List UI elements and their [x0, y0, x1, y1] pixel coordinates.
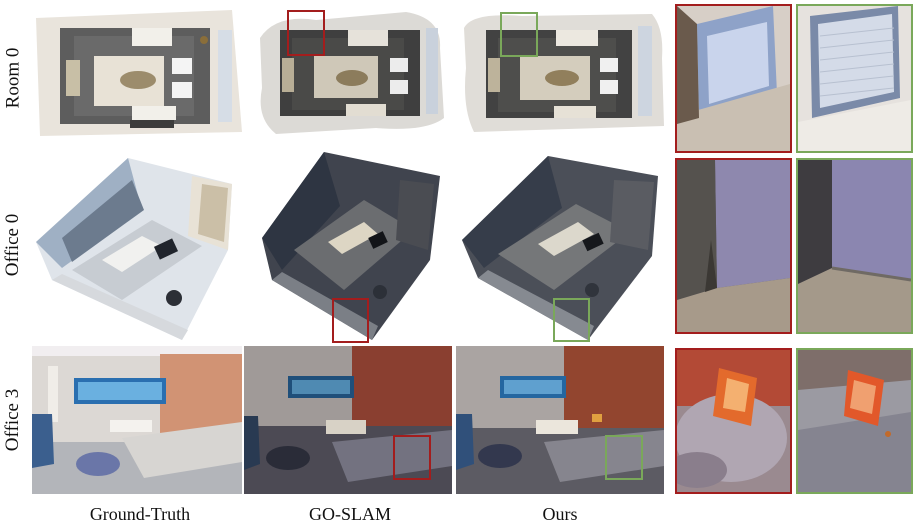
room0-goslam-zoom [675, 4, 792, 153]
office3-goslam-highlight-box [393, 435, 431, 480]
office0-goslam-zoom [675, 158, 792, 334]
office0-ground-truth-render [32, 150, 244, 342]
row-label-text: Room 0 [2, 47, 24, 108]
office3-ours-highlight-box [605, 435, 643, 480]
office0-goslam-highlight-box [332, 298, 369, 343]
office0-ours-zoom [796, 158, 913, 334]
office3-ours-render [456, 346, 664, 494]
room0-goslam-highlight-box [287, 10, 325, 56]
office0-ours-render [458, 150, 664, 342]
office3-goslam-zoom [675, 348, 792, 494]
room0-goslam-render [256, 8, 446, 136]
column-label-ours: Ours [542, 504, 578, 524]
row-label-room0: Room 0 [0, 10, 26, 145]
room0-ours-zoom [796, 4, 913, 153]
row-label-office0: Office 0 [0, 150, 26, 340]
office3-goslam-render [244, 346, 452, 494]
row-label-text: Office 0 [2, 213, 23, 277]
office0-goslam-render [254, 150, 446, 342]
room0-ours-highlight-box [500, 12, 538, 57]
row-label-text: Office 3 [2, 388, 23, 452]
room0-ground-truth-render [34, 6, 244, 138]
office0-ours-highlight-box [553, 298, 590, 342]
office3-ours-zoom [796, 348, 913, 494]
column-label-goslam: GO-SLAM [308, 504, 391, 524]
column-label-ground-truth: Ground-Truth [89, 504, 191, 524]
room0-ours-render [462, 8, 666, 136]
office3-ground-truth-render [32, 346, 242, 494]
row-label-office3: Office 3 [0, 345, 26, 495]
